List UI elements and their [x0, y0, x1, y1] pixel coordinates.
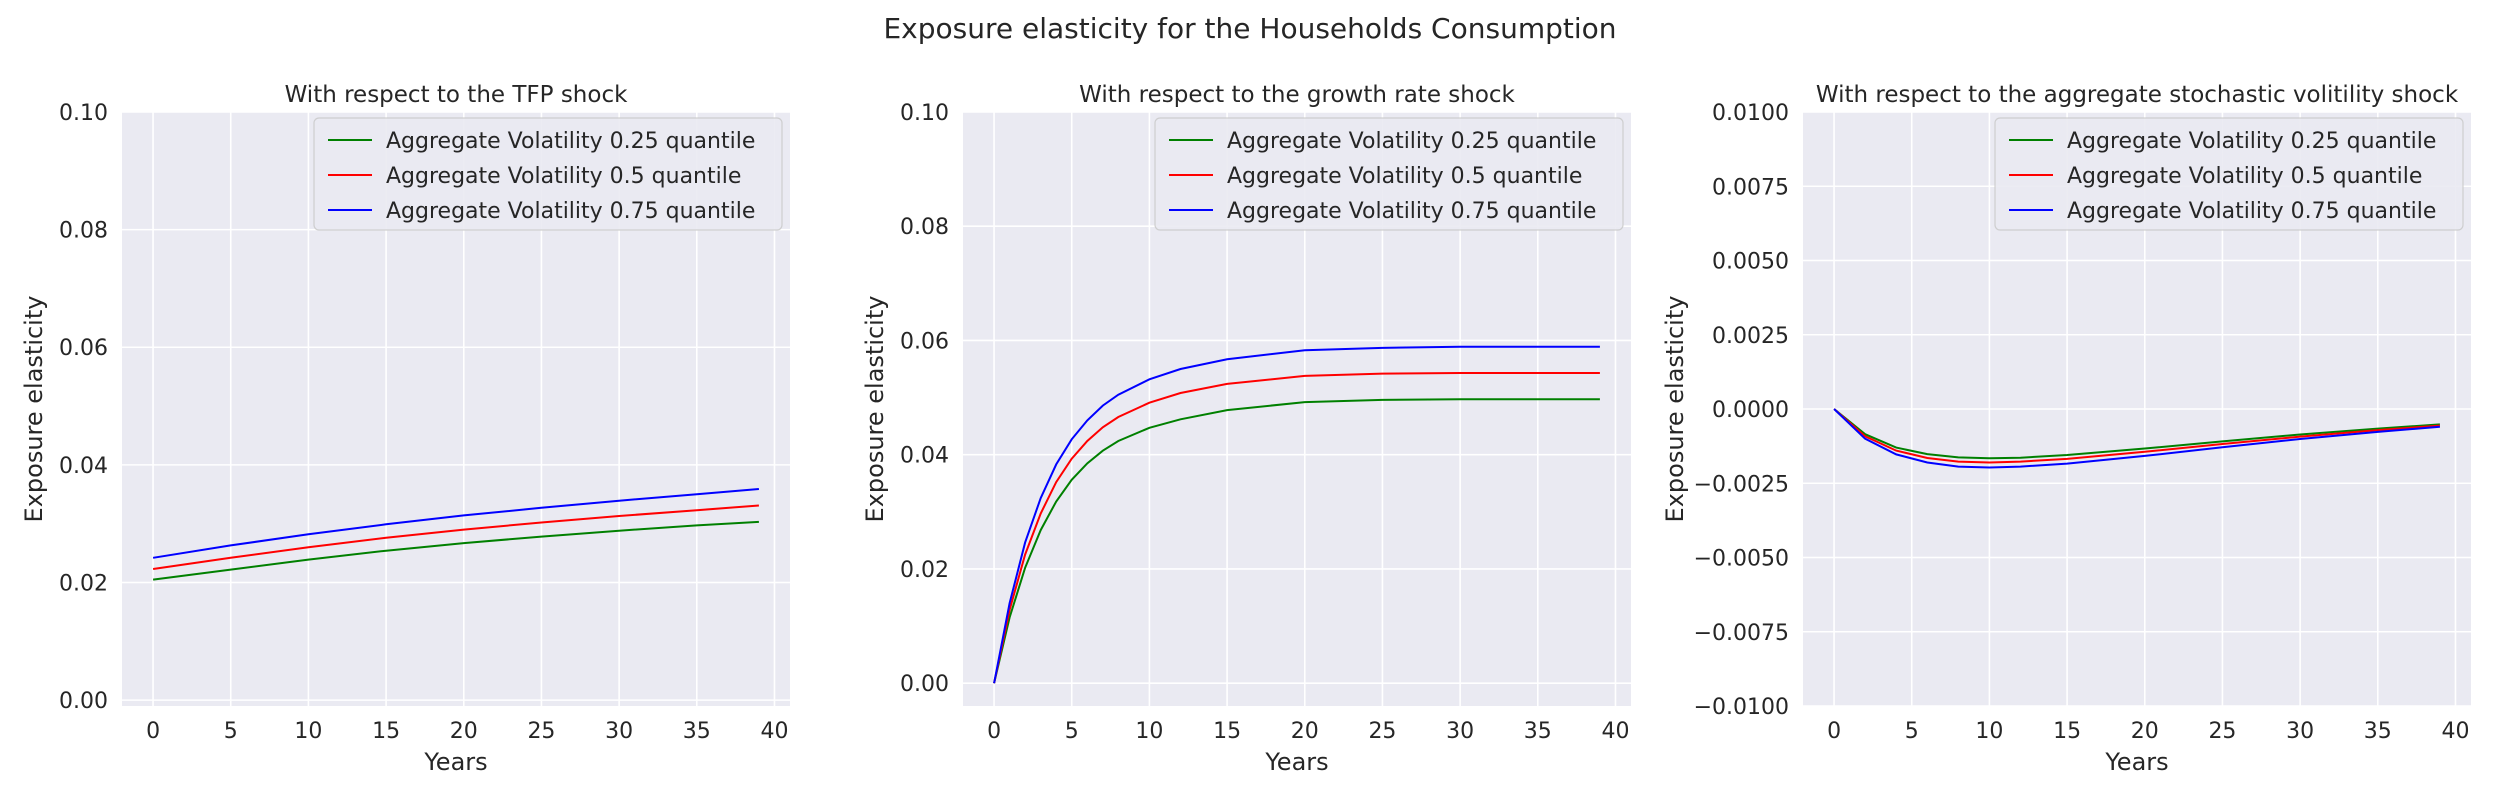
x-tick-label: 5	[1065, 719, 1079, 744]
y-tick-label: −0.0100	[1694, 695, 1789, 720]
legend-label: Aggregate Volatility 0.75 quantile	[1227, 199, 1596, 224]
legend-label: Aggregate Volatility 0.5 quantile	[1227, 164, 1582, 189]
x-tick-label: 15	[372, 719, 400, 744]
x-tick-label: 40	[1601, 719, 1629, 744]
y-tick-label: 0.0000	[1712, 398, 1789, 423]
y-tick-label: 0.0100	[1712, 101, 1789, 126]
legend	[1154, 117, 1624, 231]
x-tick-label: 35	[1524, 719, 1552, 744]
x-tick-label: 10	[1135, 719, 1163, 744]
legend-label: Aggregate Volatility 0.25 quantile	[2067, 129, 2436, 154]
x-tick-label: 0	[146, 719, 160, 744]
y-tick-label: −0.0050	[1694, 547, 1789, 572]
series-line-3	[993, 345, 1600, 684]
x-tick-label: 20	[2131, 719, 2159, 744]
x-axis-label: Years	[423, 748, 487, 776]
y-tick-label: −0.0025	[1694, 472, 1789, 497]
panel-title: With respect to the aggregate stochastic…	[1816, 82, 2459, 108]
x-tick-label: 40	[2441, 719, 2469, 744]
legend-label: Aggregate Volatility 0.75 quantile	[2067, 199, 2436, 224]
y-tick-label: 0.10	[900, 101, 949, 126]
y-tick-label: 0.0050	[1712, 250, 1789, 275]
x-tick-label: 15	[1213, 719, 1241, 744]
legend	[313, 117, 783, 231]
y-tick-label: 0.06	[900, 329, 949, 354]
x-tick-label: 35	[2364, 719, 2392, 744]
y-tick-label: 0.02	[900, 558, 949, 583]
x-tick-label: 25	[527, 719, 555, 744]
series-line-1	[1833, 408, 2440, 460]
legend-label: Aggregate Volatility 0.5 quantile	[2067, 164, 2422, 189]
x-tick-label: 10	[294, 719, 322, 744]
y-tick-label: 0.02	[59, 571, 108, 596]
x-tick-label: 0	[987, 719, 1001, 744]
legend-label: Aggregate Volatility 0.75 quantile	[386, 199, 755, 224]
y-tick-label: 0.0075	[1712, 175, 1789, 200]
x-axis-label: Years	[2104, 748, 2168, 776]
y-axis-label: Exposure elasticity	[20, 296, 48, 523]
x-tick-label: 0	[1827, 719, 1841, 744]
y-tick-label: 0.00	[900, 672, 949, 697]
x-tick-label: 20	[1291, 719, 1319, 744]
figure-title: Exposure elasticity for the Households C…	[883, 12, 1617, 45]
y-tick-label: 0.08	[900, 215, 949, 240]
series-line-3	[1833, 408, 2440, 469]
y-axis-label: Exposure elasticity	[861, 296, 889, 523]
y-tick-label: 0.00	[59, 689, 108, 714]
y-tick-label: −0.0075	[1694, 621, 1789, 646]
x-tick-label: 20	[450, 719, 478, 744]
x-tick-label: 35	[683, 719, 711, 744]
y-tick-label: 0.06	[59, 336, 108, 361]
series-line-3	[152, 488, 759, 559]
x-tick-label: 5	[224, 719, 238, 744]
x-tick-label: 10	[1975, 719, 2003, 744]
x-tick-label: 15	[2053, 719, 2081, 744]
x-tick-label: 30	[2286, 719, 2314, 744]
x-tick-label: 30	[605, 719, 633, 744]
x-tick-label: 40	[760, 719, 788, 744]
x-tick-label: 30	[1446, 719, 1474, 744]
panel-title: With respect to the TFP shock	[285, 82, 629, 108]
legend-label: Aggregate Volatility 0.25 quantile	[386, 129, 755, 154]
y-tick-label: 0.08	[59, 219, 108, 244]
y-tick-label: 0.10	[59, 101, 108, 126]
x-axis-label: Years	[1264, 748, 1328, 776]
x-tick-label: 25	[2208, 719, 2236, 744]
y-tick-label: 0.0025	[1712, 324, 1789, 349]
panel-title: With respect to the growth rate shock	[1079, 82, 1515, 108]
y-tick-label: 0.04	[59, 454, 108, 479]
y-axis-label: Exposure elasticity	[1661, 296, 1689, 523]
y-tick-label: 0.04	[900, 444, 949, 469]
x-tick-label: 25	[1368, 719, 1396, 744]
series-line-1	[993, 398, 1600, 684]
legend-label: Aggregate Volatility 0.5 quantile	[386, 164, 741, 189]
series-line-2	[1833, 408, 2440, 464]
legend-label: Aggregate Volatility 0.25 quantile	[1227, 129, 1596, 154]
legend	[1994, 117, 2464, 231]
series-line-2	[152, 504, 759, 570]
series-line-2	[993, 372, 1600, 684]
series-line-1	[152, 520, 759, 581]
x-tick-label: 5	[1905, 719, 1919, 744]
